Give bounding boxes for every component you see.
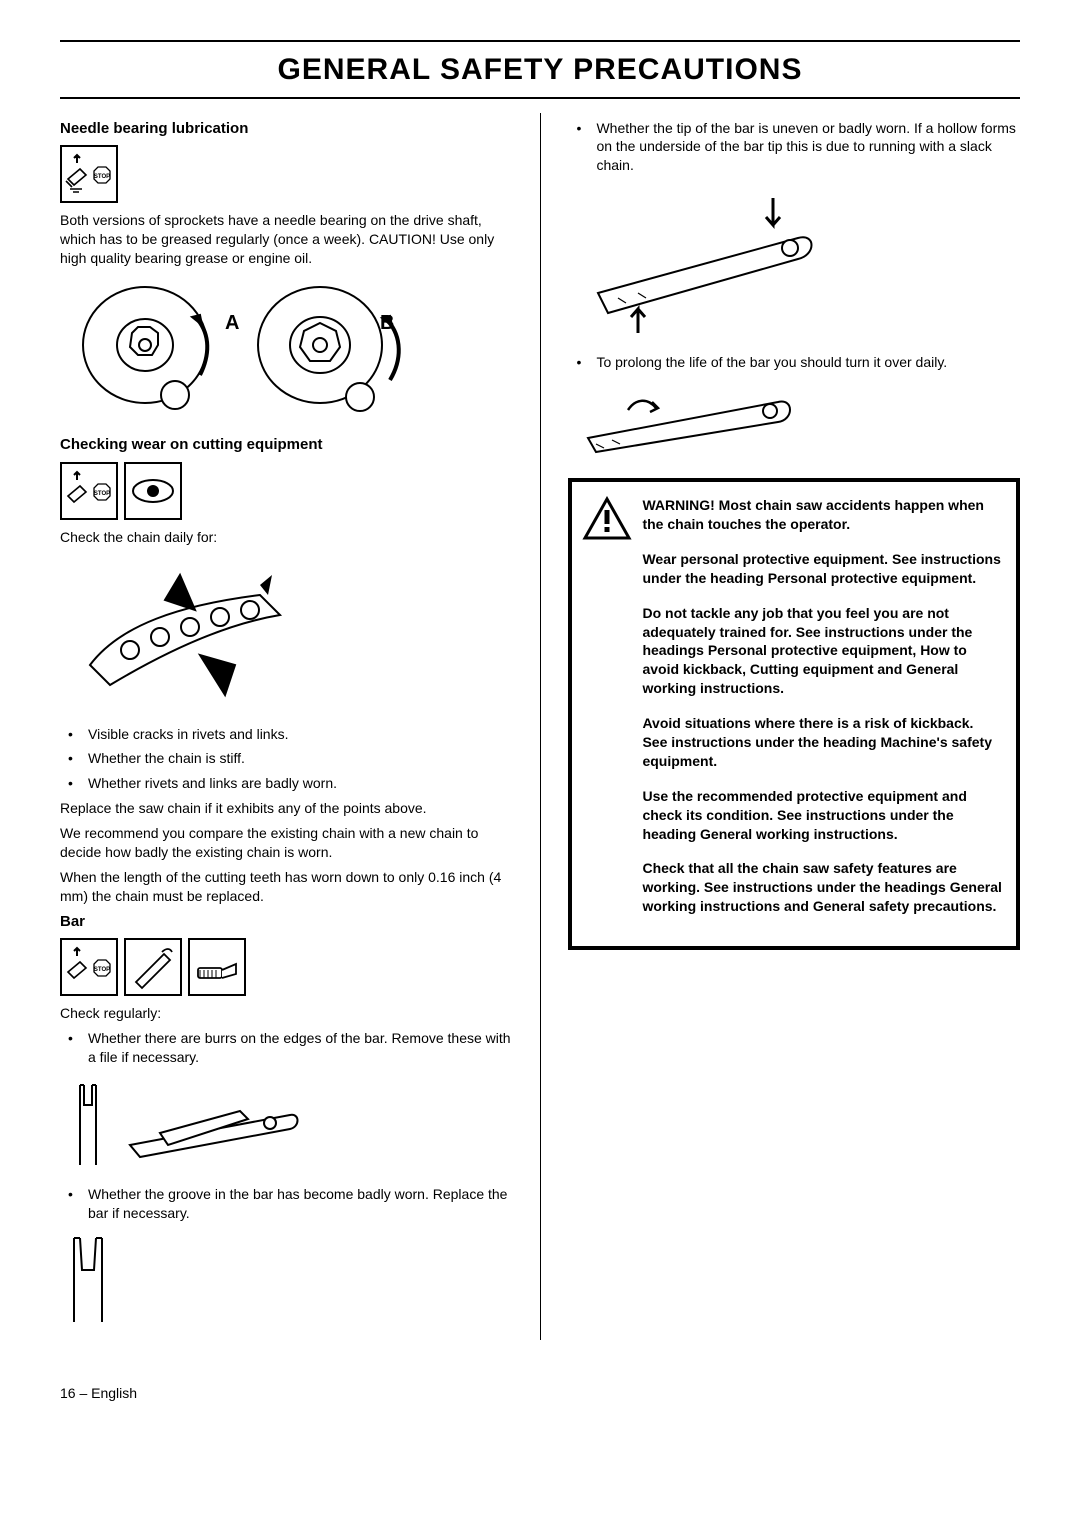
list-item: Whether rivets and links are badly worn. (60, 774, 512, 793)
list-item: Visible cracks in rivets and links. (60, 725, 512, 744)
bar-icons: STOP (60, 938, 512, 996)
page-footer: 16 – English (60, 1384, 1020, 1403)
warning-p2: Wear personal protective equipment. See … (642, 550, 1002, 588)
bar-check-list-2: Whether the groove in the bar has become… (60, 1185, 512, 1223)
brush-icon (188, 938, 246, 996)
list-item: Whether there are burrs on the edges of … (60, 1029, 512, 1067)
replace-text: Replace the saw chain if it exhibits any… (60, 799, 512, 818)
checking-heading: Checking wear on cutting equipment (60, 435, 512, 455)
list-item: Whether the tip of the bar is uneven or … (568, 119, 1020, 176)
content-columns: Needle bearing lubrication STOP (60, 113, 1020, 1341)
list-item: Whether the groove in the bar has become… (60, 1185, 512, 1223)
right-column: Whether the tip of the bar is uneven or … (568, 113, 1020, 1341)
column-divider (540, 113, 541, 1341)
bar-flip-figure (568, 380, 1020, 460)
warning-p4: Avoid situations where there is a risk o… (642, 714, 1002, 771)
page-title: GENERAL SAFETY PRECAUTIONS (60, 50, 1020, 91)
bar-heading: Bar (60, 912, 512, 932)
warning-text: WARNING! Most chain saw accidents happen… (642, 496, 1002, 932)
chain-figure (60, 555, 512, 715)
bar-file-figure (60, 1075, 512, 1175)
checking-icons: STOP (60, 462, 512, 520)
chainsaw-stop-icon-2: STOP (60, 462, 118, 520)
left-column: Needle bearing lubrication STOP (60, 113, 512, 1341)
bar-tip-figure (568, 183, 1020, 343)
bar-check-intro: Check regularly: (60, 1004, 512, 1023)
warning-box: WARNING! Most chain saw accidents happen… (568, 478, 1020, 950)
eye-icon (124, 462, 182, 520)
warning-p5: Use the recommended protective equipment… (642, 787, 1002, 844)
chainsaw-stop-icon-3: STOP (60, 938, 118, 996)
length-text: When the length of the cutting teeth has… (60, 868, 512, 906)
chain-check-list: Visible cracks in rivets and links. Whet… (60, 725, 512, 794)
check-intro: Check the chain daily for: (60, 528, 512, 547)
groove-figure (60, 1230, 512, 1330)
warning-triangle-icon (582, 496, 632, 932)
file-tool-icon (124, 938, 182, 996)
needle-icons: STOP (60, 145, 512, 203)
prolong-list: To prolong the life of the bar you shoul… (568, 353, 1020, 372)
recommend-text: We recommend you compare the existing ch… (60, 824, 512, 862)
svg-text:STOP: STOP (94, 967, 110, 973)
top-rule (60, 40, 1020, 42)
warning-p6: Check that all the chain saw safety feat… (642, 859, 1002, 916)
sprocket-b-label: B (380, 312, 394, 334)
needle-body: Both versions of sprockets have a needle… (60, 211, 512, 268)
title-underline (60, 97, 1020, 99)
chainsaw-stop-icon: STOP (60, 145, 118, 203)
needle-heading: Needle bearing lubrication (60, 119, 512, 139)
tip-check-list: Whether the tip of the bar is uneven or … (568, 119, 1020, 176)
stop-label: STOP (94, 174, 110, 180)
svg-text:STOP: STOP (94, 491, 110, 497)
sprocket-figure: A B (60, 275, 512, 425)
bar-check-list-1: Whether there are burrs on the edges of … (60, 1029, 512, 1067)
list-item: To prolong the life of the bar you shoul… (568, 353, 1020, 372)
warning-p1: WARNING! Most chain saw accidents happen… (642, 496, 1002, 534)
sprocket-a-label: A (225, 312, 239, 334)
warning-p3: Do not tackle any job that you feel you … (642, 604, 1002, 698)
list-item: Whether the chain is stiff. (60, 749, 512, 768)
